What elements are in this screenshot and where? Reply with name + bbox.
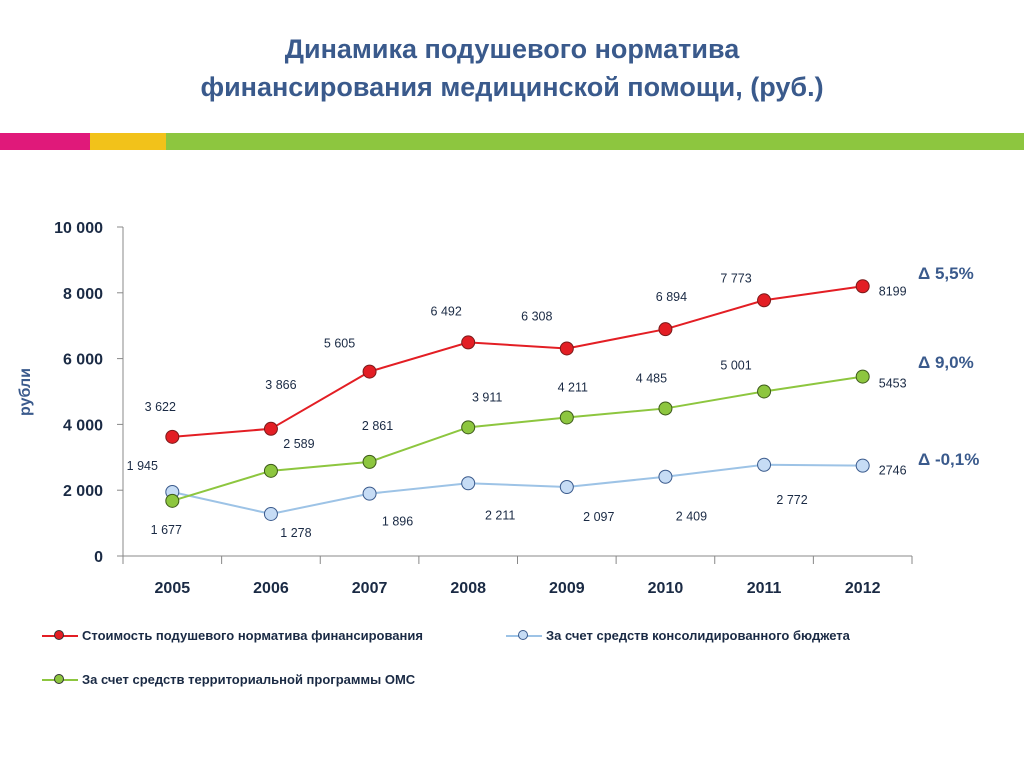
y-tick-label: 10 000 <box>54 220 103 237</box>
x-tick-label: 2005 <box>155 580 191 597</box>
series-1-point <box>757 457 772 472</box>
legend-label-series-0: Стоимость подушевого норматива финансиро… <box>82 628 423 643</box>
y-tick-label: 8 000 <box>63 286 103 303</box>
y-tick-label: 2 000 <box>63 483 103 500</box>
title-line-2: финансирования медицинской помощи, (руб.… <box>200 72 824 102</box>
legend-swatch-series-0 <box>42 629 78 643</box>
series-0-data-label: 3 866 <box>265 378 296 392</box>
legend-item-series-1: За счет средств консолидированного бюдже… <box>506 628 850 643</box>
series-1-point <box>362 486 377 501</box>
series-1-point <box>658 469 673 484</box>
chart-title: Динамика подушевого норматива финансиров… <box>0 30 1024 106</box>
series-2-data-label: 4 485 <box>636 371 667 385</box>
y-tick-label: 6 000 <box>63 352 103 369</box>
series-2-point <box>855 369 870 384</box>
x-tick-label: 2008 <box>450 580 486 597</box>
decor-bar-pink <box>0 133 90 150</box>
series-2-data-label: 2 861 <box>362 419 393 433</box>
decor-bar-yellow <box>90 133 166 150</box>
series-2-point <box>757 384 772 399</box>
series-2-point <box>461 420 476 435</box>
series-2-data-label: 1 677 <box>151 523 182 537</box>
y-tick-label: 0 <box>94 549 103 566</box>
series-0-data-label: 7 773 <box>720 271 751 285</box>
series-1-data-label: 1 278 <box>280 526 311 540</box>
series-2-data-label: 5 001 <box>720 358 751 372</box>
legend-label-series-2: За счет средств территориальной программ… <box>82 672 416 687</box>
series-0-point <box>362 364 377 379</box>
y-axis-label: рубли <box>17 368 34 416</box>
delta-series-0: Δ 5,5% <box>918 264 974 283</box>
series-0-data-label: 8199 <box>879 284 907 298</box>
legend-item-series-2: За счет средств территориальной программ… <box>42 672 415 687</box>
series-line-2 <box>172 375 863 502</box>
series-0-data-label: 3 622 <box>145 400 176 414</box>
x-tick-label: 2007 <box>352 580 388 597</box>
x-tick-label: 2012 <box>845 580 881 597</box>
series-0-point <box>559 341 574 356</box>
series-2-point <box>362 454 377 469</box>
series-2-data-label: 3 911 <box>472 390 502 404</box>
title-line-1: Динамика подушевого норматива <box>284 34 740 64</box>
delta-series-1: Δ -0,1% <box>918 450 980 469</box>
series-2-point <box>559 410 574 425</box>
series-2-data-label: 2 589 <box>283 437 314 451</box>
series-1-point <box>263 506 278 521</box>
x-tick-label: 2009 <box>549 580 585 597</box>
series-1-data-label: 2 097 <box>583 510 614 524</box>
series-0-data-label: 6 894 <box>656 290 687 304</box>
x-tick-label: 2011 <box>747 580 782 597</box>
x-tick-label: 2010 <box>648 580 684 597</box>
series-1-point <box>855 458 870 473</box>
series-0-point <box>263 421 278 436</box>
series-2-point <box>658 401 673 416</box>
legend-label-series-1: За счет средств консолидированного бюдже… <box>546 628 850 643</box>
y-tick-label: 4 000 <box>63 417 103 434</box>
series-2-data-label: 5453 <box>879 377 907 391</box>
delta-series-2: Δ 9,0% <box>918 353 974 372</box>
series-1-data-label: 1 945 <box>127 459 158 473</box>
series-2-data-label: 4 211 <box>558 380 588 394</box>
series-0-point <box>461 335 476 350</box>
series-0-point <box>757 293 772 308</box>
series-line-0 <box>172 285 863 438</box>
series-2-point <box>263 463 278 478</box>
series-0-data-label: 6 492 <box>431 304 462 318</box>
series-1-data-label: 2746 <box>879 464 907 478</box>
legend-item-series-0: Стоимость подушевого норматива финансиро… <box>42 628 423 643</box>
series-0-data-label: 5 605 <box>324 337 355 351</box>
series-1-data-label: 2 211 <box>485 508 515 522</box>
series-1-data-label: 2 409 <box>676 510 707 524</box>
legend-swatch-series-1 <box>506 629 542 643</box>
legend-swatch-series-2 <box>42 673 78 687</box>
decor-bar-green <box>166 133 1024 150</box>
series-0-point <box>855 279 870 294</box>
series-0-point <box>165 429 180 444</box>
series-1-point <box>461 476 476 491</box>
series-1-data-label: 1 896 <box>382 515 413 529</box>
series-1-data-label: 2 772 <box>776 493 807 507</box>
series-0-data-label: 6 308 <box>521 309 552 323</box>
series-1-point <box>559 480 574 495</box>
x-tick-label: 2006 <box>253 580 289 597</box>
series-2-point <box>165 493 180 508</box>
series-line-1 <box>172 463 863 515</box>
series-0-point <box>658 322 673 337</box>
